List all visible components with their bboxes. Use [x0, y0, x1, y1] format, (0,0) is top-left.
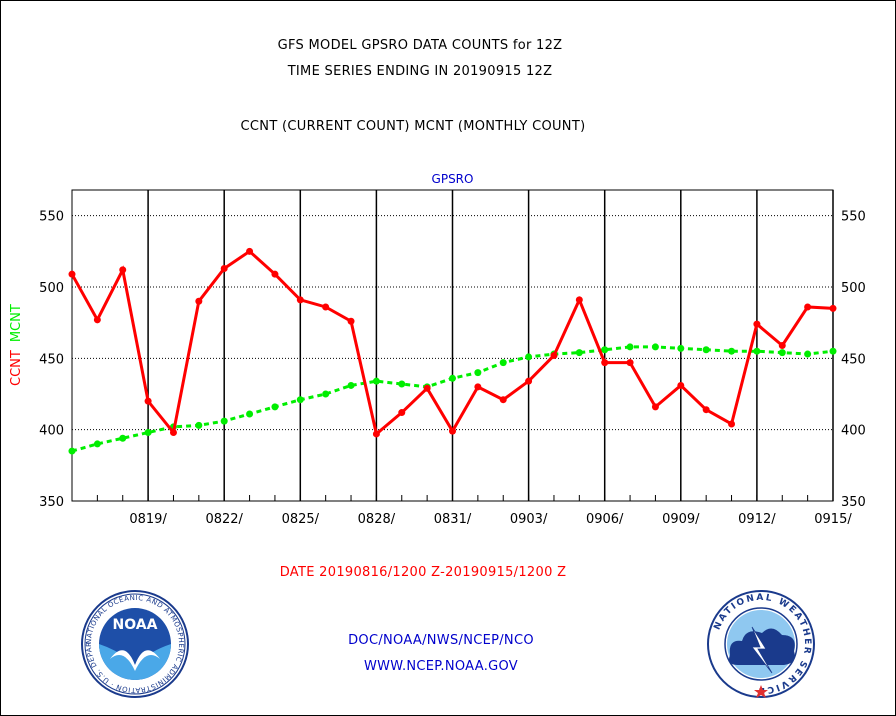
- series-ccnt-point: [322, 303, 330, 311]
- series-mcnt-point: [271, 403, 279, 411]
- series-ccnt-point: [119, 266, 127, 274]
- y-tick-label-left: 400: [39, 424, 64, 439]
- series-ccnt-point: [93, 316, 101, 324]
- series-ccnt-point: [195, 297, 203, 305]
- y-tick-label-left: 350: [39, 495, 64, 510]
- y-tick-label-right: 350: [841, 495, 866, 510]
- series-mcnt-point: [525, 353, 533, 361]
- y-tick-label-left: 500: [39, 281, 64, 296]
- series-ccnt-point: [423, 384, 431, 392]
- series-ccnt-point: [677, 381, 685, 389]
- series-mcnt-point: [119, 434, 127, 442]
- series-mcnt-point: [601, 346, 609, 354]
- series-ccnt-point: [499, 396, 507, 404]
- chart-title-line1: GFS MODEL GPSRO DATA COUNTS for 12Z: [277, 38, 563, 53]
- series-mcnt-point: [753, 347, 761, 355]
- series-ccnt-point: [753, 320, 761, 328]
- x-tick-label: 0915/: [814, 512, 852, 527]
- series-ccnt-point: [829, 304, 837, 312]
- org-line: DOC/NOAA/NWS/NCEP/NCO: [348, 633, 534, 648]
- y-tick-label-right: 450: [841, 352, 866, 367]
- chart-title-line2: TIME SERIES ENDING IN 20190915 12Z: [287, 64, 553, 79]
- x-tick-label: 0831/: [434, 512, 472, 527]
- series-ccnt-point: [296, 296, 304, 304]
- series-mcnt-point: [575, 349, 583, 357]
- series-mcnt-point: [246, 410, 254, 418]
- x-tick-label: 0906/: [586, 512, 624, 527]
- x-tick-label: 0819/: [129, 512, 167, 527]
- series-mcnt-point: [68, 447, 76, 455]
- series-ccnt-point: [804, 303, 812, 311]
- series-mcnt-point: [322, 390, 330, 398]
- series-ccnt-point: [550, 351, 558, 359]
- y-tick-label-left: 550: [39, 210, 64, 225]
- x-tick-label: 0909/: [662, 512, 700, 527]
- x-tick-label: 0828/: [358, 512, 396, 527]
- noaa-logo-text: NOAA: [113, 617, 158, 633]
- series-ccnt-point: [246, 247, 254, 255]
- series-mcnt-point: [677, 344, 685, 352]
- series-mcnt-point: [372, 377, 380, 385]
- series-mcnt-point: [220, 417, 228, 425]
- series-ccnt-point: [144, 397, 152, 405]
- series-ccnt-point: [778, 342, 786, 349]
- series-ccnt-point: [601, 359, 609, 367]
- y-tick-label-right: 400: [841, 424, 866, 439]
- series-mcnt-point: [499, 359, 507, 367]
- series-ccnt-point: [398, 409, 406, 417]
- series-ccnt-point: [728, 420, 736, 428]
- nws-logo-icon: NATIONAL WEATHER SERVICE: [707, 590, 815, 698]
- series-mcnt-point: [195, 421, 203, 429]
- series-mcnt-point: [804, 350, 812, 358]
- noaa-logo-icon: NATIONAL OCEANIC AND ATMOSPHERIC ADMINIS…: [80, 589, 189, 698]
- y-axis-label-ccnt: CCNT: [9, 350, 24, 386]
- series-mcnt-point: [398, 380, 406, 388]
- series-mcnt-point: [474, 369, 482, 377]
- y-axis-label: CCNT MCNT: [9, 304, 24, 386]
- y-tick-label-right: 550: [841, 210, 866, 225]
- series-ccnt-point: [651, 403, 659, 411]
- series-mcnt-point: [829, 347, 837, 355]
- panel-title-gpsro: GPSRO: [432, 172, 474, 186]
- series-ccnt-point: [220, 264, 228, 272]
- x-tick-label: 0912/: [738, 512, 776, 527]
- series-mcnt-point: [144, 429, 152, 437]
- series-mcnt-point: [651, 343, 659, 351]
- series-mcnt-point: [728, 347, 736, 355]
- y-axis-label-mcnt: MCNT: [9, 304, 24, 342]
- series-mcnt-point: [449, 374, 456, 382]
- date-range-label: DATE 20190816/1200 Z-20190915/1200 Z: [279, 565, 567, 580]
- series-ccnt-point: [271, 270, 279, 278]
- series-mcnt-point: [347, 381, 355, 389]
- series-ccnt-point: [525, 377, 533, 385]
- series-ccnt-point: [626, 359, 634, 367]
- series-mcnt-point: [296, 396, 304, 404]
- series-ccnt-point: [347, 317, 355, 325]
- x-tick-label: 0825/: [282, 512, 320, 527]
- series-ccnt-point: [575, 296, 583, 304]
- series-mcnt-point: [778, 349, 786, 357]
- series-mcnt-point: [626, 343, 634, 351]
- series-ccnt-point: [474, 383, 482, 391]
- series-ccnt-point: [169, 429, 177, 437]
- x-tick-label: 0822/: [205, 512, 243, 527]
- series-mcnt-point: [702, 346, 710, 354]
- series-ccnt-point: [68, 270, 76, 278]
- chart-subtitle: CCNT (CURRENT COUNT) MCNT (MONTHLY COUNT…: [240, 119, 586, 134]
- y-tick-label-left: 450: [39, 352, 64, 367]
- series-ccnt-point: [372, 430, 380, 438]
- series-ccnt-point: [449, 427, 456, 435]
- x-tick-label: 0903/: [510, 512, 548, 527]
- y-tick-label-right: 500: [841, 281, 866, 296]
- website-link[interactable]: WWW.NCEP.NOAA.GOV: [363, 659, 519, 674]
- series-mcnt-point: [93, 440, 101, 448]
- series-ccnt-point: [702, 406, 710, 414]
